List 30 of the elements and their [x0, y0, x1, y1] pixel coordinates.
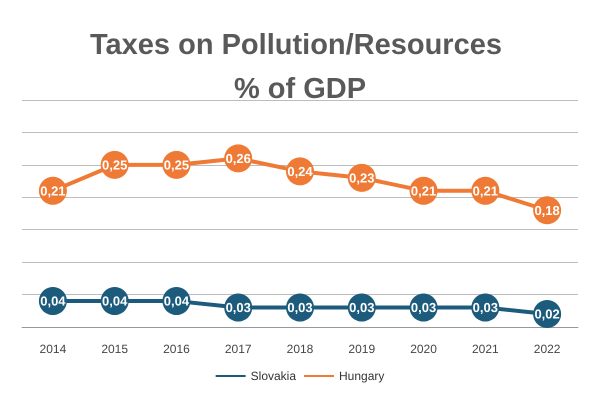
x-tick-label: 2021: [472, 342, 500, 356]
x-tick-label: 2020: [410, 342, 438, 356]
data-label: 0,03: [349, 300, 374, 316]
data-label: 0,03: [472, 300, 498, 316]
data-label: 0,24: [287, 164, 314, 179]
data-label: 0,18: [534, 202, 560, 218]
data-label: 0,03: [410, 300, 436, 316]
x-tick-label: 2016: [163, 342, 190, 356]
data-label: 0,23: [349, 170, 374, 186]
data-label: 0,04: [40, 294, 66, 309]
data-label: 0,26: [226, 150, 251, 166]
x-tick-label: 2015: [101, 342, 128, 356]
data-label: 0,03: [226, 300, 251, 316]
legend-label: Hungary: [339, 369, 384, 383]
legend-label: Slovakia: [250, 369, 296, 383]
data-label: 0,04: [164, 294, 190, 309]
x-tick-label: 2017: [224, 342, 252, 356]
data-label: 0,04: [102, 294, 128, 309]
x-tick-label: 2019: [348, 342, 376, 356]
data-label: 0,21: [40, 183, 66, 198]
data-label: 0,21: [472, 183, 498, 198]
data-label: 0,21: [410, 183, 436, 198]
x-tick-label: 2018: [286, 342, 314, 356]
x-tick-label: 2014: [40, 342, 67, 356]
x-tick-label: 2022: [534, 342, 561, 356]
data-label: 0,02: [534, 306, 560, 322]
data-label: 0,03: [287, 300, 313, 316]
data-label: 0,25: [102, 157, 128, 172]
data-label: 0,25: [164, 157, 190, 172]
chart-title: Taxes on Pollution/Resources % of GDP: [90, 29, 510, 105]
